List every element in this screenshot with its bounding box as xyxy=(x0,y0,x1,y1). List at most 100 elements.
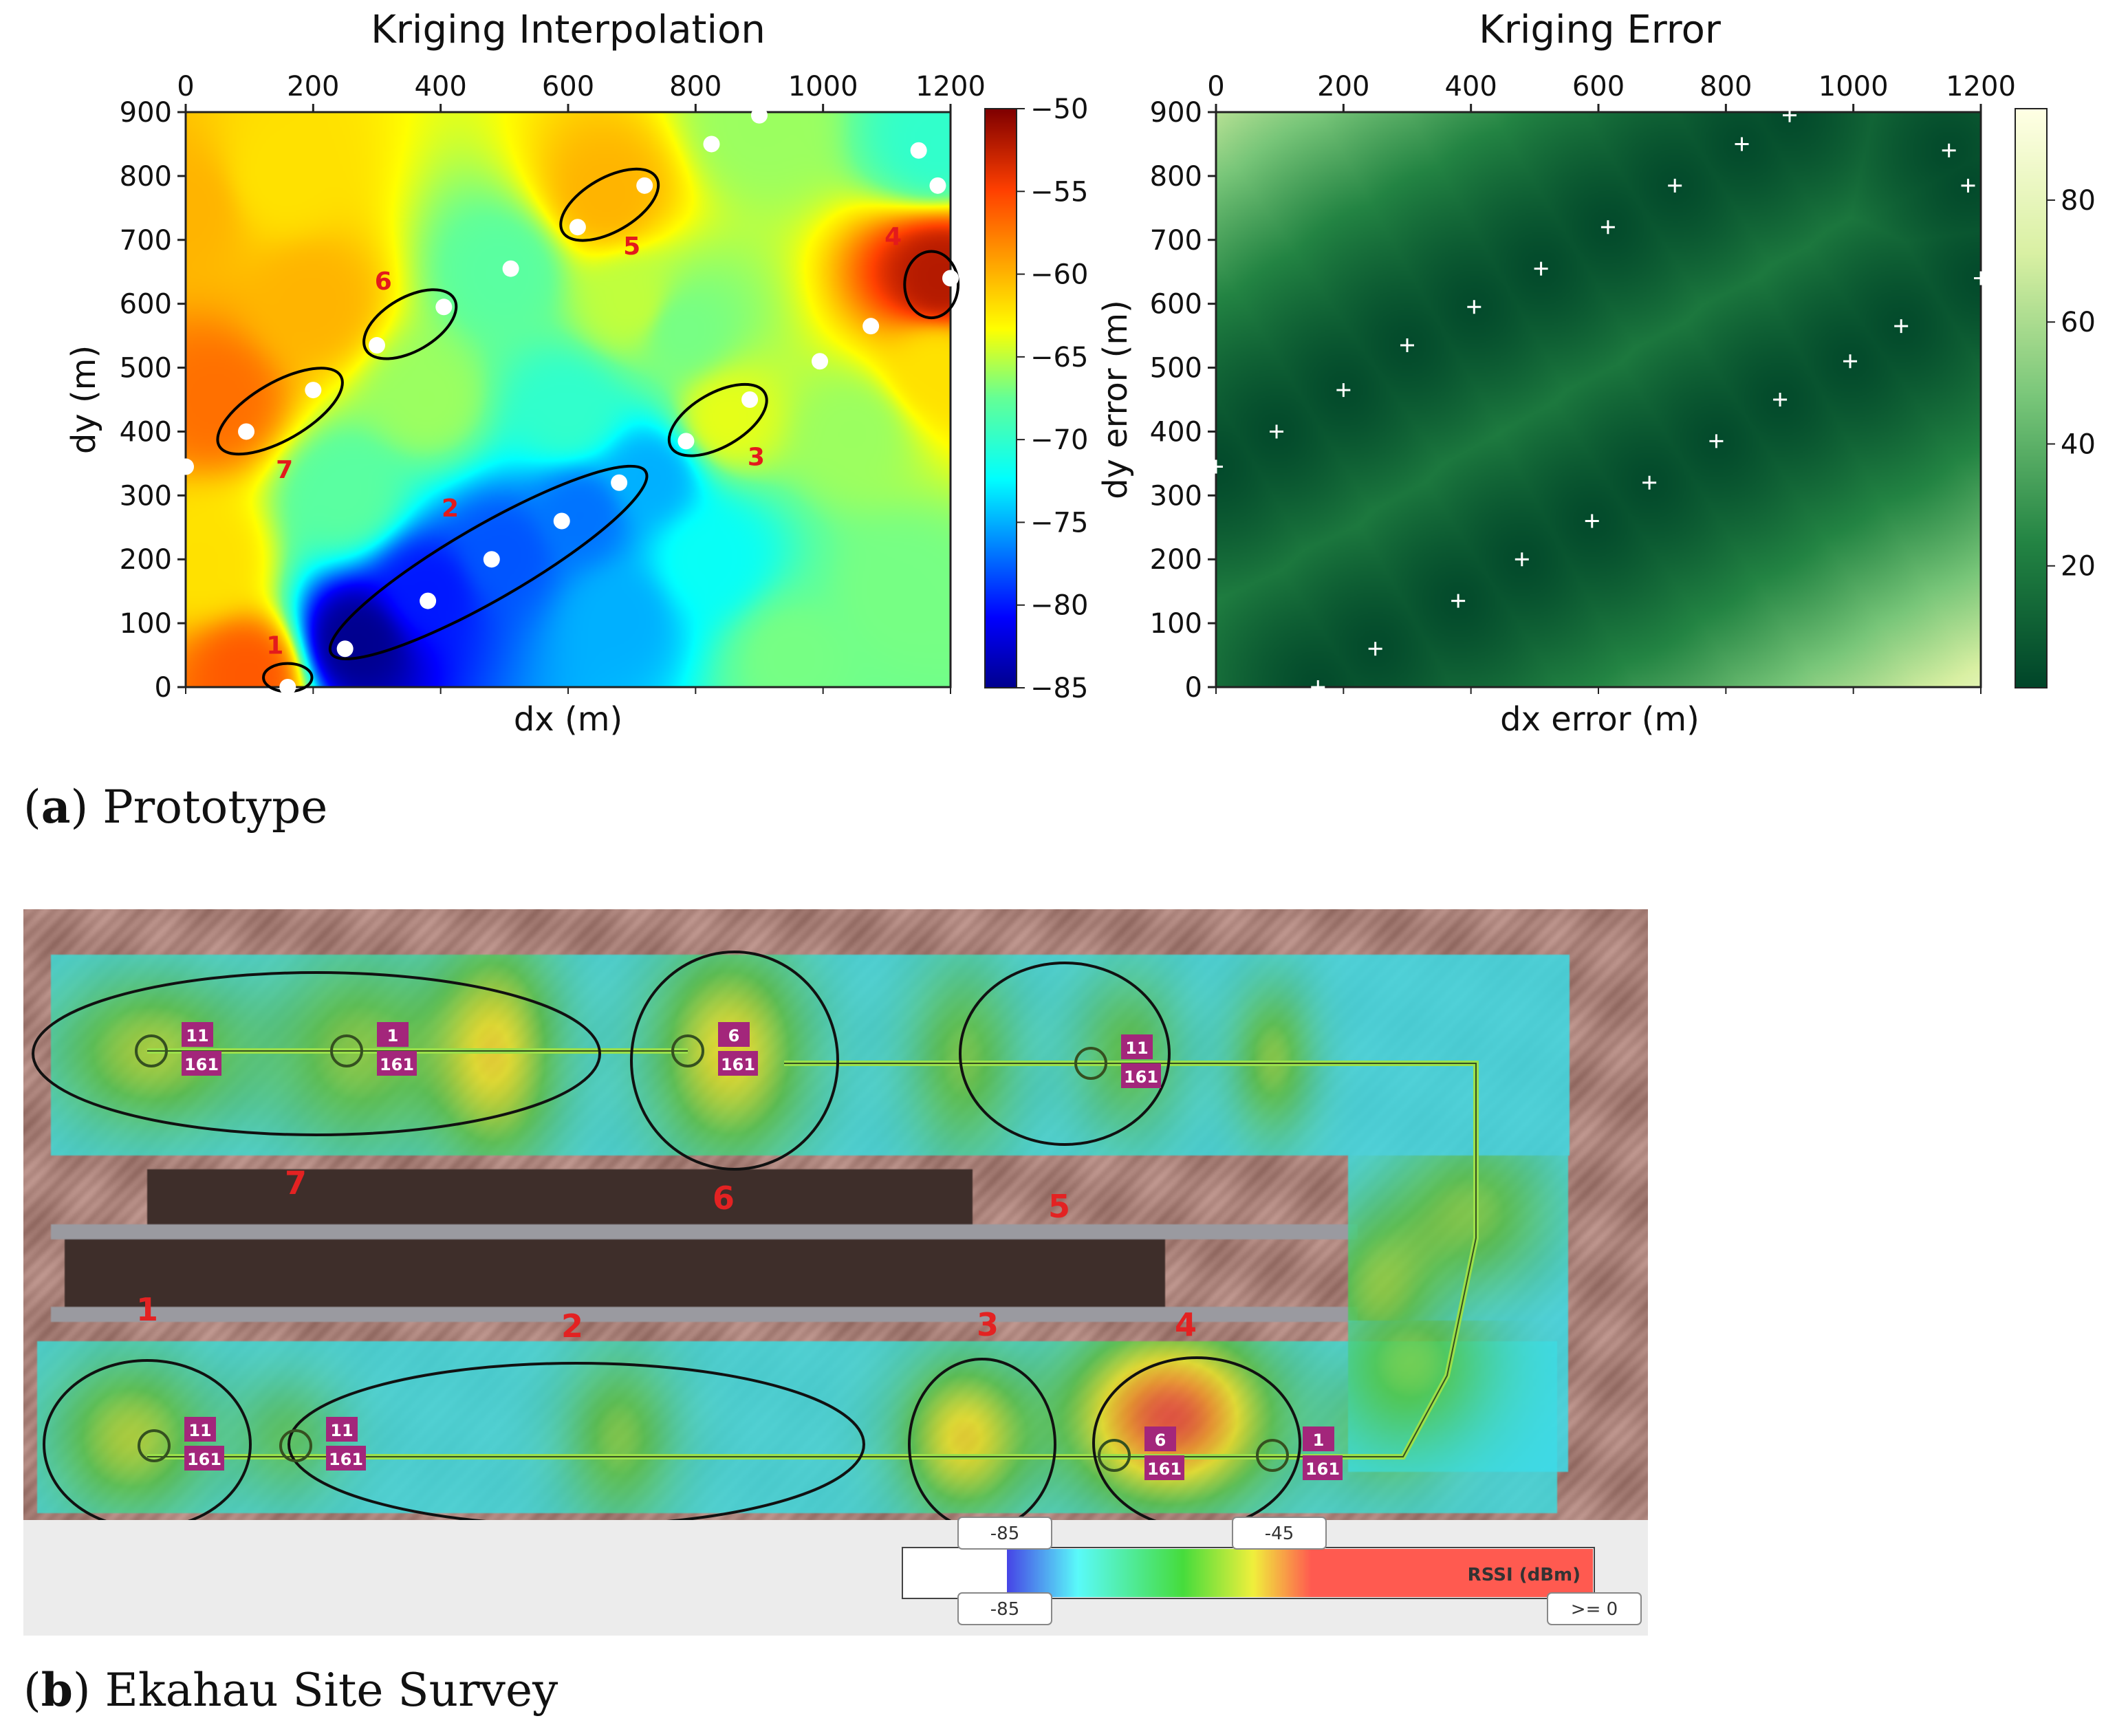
data-cross xyxy=(1974,271,1988,285)
x-tick-label: 1000 xyxy=(788,71,858,102)
colorbar-tick-label: −70 xyxy=(1030,424,1088,456)
data-cross xyxy=(1942,143,1956,158)
ap-marker[interactable] xyxy=(330,1034,363,1067)
ap-marker[interactable] xyxy=(279,1429,312,1462)
cluster-ellipse-4 xyxy=(903,250,960,320)
data-cross xyxy=(1600,220,1615,235)
colorbar-tick-label: −65 xyxy=(1030,342,1088,373)
colorbar-tick-label: 80 xyxy=(2061,185,2096,217)
ap-marker[interactable] xyxy=(138,1429,171,1462)
slider-top-right[interactable]: -45 xyxy=(1232,1517,1327,1550)
data-cross xyxy=(1585,514,1599,528)
ap-channel: 161 xyxy=(184,1055,219,1074)
y-tick-label: 500 xyxy=(1150,353,1202,384)
data-point xyxy=(812,353,829,370)
caption-paren: ) xyxy=(71,781,89,834)
colorbar-ticks: −85 −80 −75 −70 −65 −60 −55 −50 xyxy=(1017,94,1088,704)
x-tick-label: 600 xyxy=(542,71,594,102)
data-point xyxy=(677,433,695,450)
data-cross xyxy=(1534,261,1548,276)
zone-label: 4 xyxy=(1175,1306,1197,1343)
data-cross xyxy=(1783,108,1796,122)
data-cross xyxy=(1400,338,1414,353)
data-point xyxy=(502,260,519,277)
data-cross xyxy=(1467,300,1481,314)
colorbar-error xyxy=(2015,109,2047,688)
colorbar-tick-label: 40 xyxy=(2061,428,2096,460)
data-cross xyxy=(1668,178,1682,193)
zone-label: 2 xyxy=(561,1308,583,1345)
axis-ticks: 0 200 400 600 800 1000 1200 0 100 200 300 400 500 600… xyxy=(120,71,986,704)
y-tick-label: 0 xyxy=(155,672,172,704)
slider-bottom-left[interactable]: -85 xyxy=(957,1592,1052,1625)
ap-channel: 11 xyxy=(188,1421,211,1440)
data-point xyxy=(238,423,255,440)
cluster-ellipses: 1 2 3 4 5 6 7 xyxy=(216,167,960,693)
x-tick-label: 0 xyxy=(177,71,194,102)
y-tick-label: 600 xyxy=(1150,289,1202,321)
x-tick-label: 200 xyxy=(287,71,339,102)
ap-tag xyxy=(1303,1455,1343,1480)
slider-value: -85 xyxy=(990,1523,1019,1544)
y-tick-label: 200 xyxy=(120,544,172,576)
ap-channel: 161 xyxy=(187,1450,221,1469)
zone-ellipse-5 xyxy=(959,962,1171,1146)
ap-channel: 161 xyxy=(721,1055,755,1074)
interpolation-heatmap xyxy=(186,112,951,687)
data-point xyxy=(369,337,385,354)
y-tick-label: 700 xyxy=(120,225,172,257)
x-tick-label: 600 xyxy=(1572,71,1625,102)
ap-tag xyxy=(1121,1063,1161,1088)
zone-ellipse-6 xyxy=(630,951,839,1171)
y-tick-label: 500 xyxy=(120,353,172,384)
y-axis-label: dy error (m) xyxy=(1096,300,1135,499)
colorbar-frame xyxy=(2015,108,2048,688)
cluster-label: 5 xyxy=(623,232,640,261)
ap-marker[interactable] xyxy=(1256,1439,1289,1472)
survey-path-outline xyxy=(147,1050,1477,1457)
ap-tag xyxy=(326,1446,366,1471)
ap-marker[interactable] xyxy=(135,1034,168,1067)
y-tick-label: 200 xyxy=(1150,544,1202,576)
slider-bottom-right[interactable]: >= 0 xyxy=(1547,1592,1642,1625)
ap-marker[interactable] xyxy=(1098,1439,1131,1472)
cluster-label: 6 xyxy=(375,268,392,296)
data-point xyxy=(862,318,880,335)
data-point xyxy=(553,512,570,530)
error-heatmap xyxy=(1216,112,1981,687)
y-tick-label: 800 xyxy=(1150,161,1202,193)
ap-marker[interactable] xyxy=(671,1034,704,1067)
data-point xyxy=(741,391,759,408)
ap-channel: 1 xyxy=(387,1026,399,1045)
data-cross xyxy=(1270,424,1284,439)
cluster-label: 1 xyxy=(266,632,283,660)
colorbar-interp xyxy=(985,109,1017,688)
ap-channel: 161 xyxy=(329,1450,363,1469)
y-tick-label: 300 xyxy=(120,480,172,512)
slider-top-left[interactable]: -85 xyxy=(957,1517,1052,1550)
data-point xyxy=(929,177,946,194)
y-axis-label: dy (m) xyxy=(65,345,103,454)
data-cross xyxy=(1843,354,1858,369)
zone-label: 5 xyxy=(1048,1188,1070,1225)
cluster-label: 3 xyxy=(748,444,765,472)
data-point xyxy=(279,679,296,695)
axis-ticks: 0 200 400 600 800 1000 1200 0 100 200 300 400 500 600… xyxy=(1150,71,2016,704)
data-point xyxy=(420,592,437,609)
y-tick-label: 0 xyxy=(1185,672,1202,704)
ap-tag xyxy=(718,1051,758,1076)
caption-letter: a xyxy=(41,780,71,834)
ap-channel: 11 xyxy=(186,1026,208,1045)
y-tick-label: 300 xyxy=(1150,480,1202,512)
ap-tag xyxy=(1144,1426,1176,1451)
data-cross xyxy=(1709,434,1724,448)
measurement-crosses xyxy=(1209,108,1988,694)
data-point xyxy=(305,382,322,399)
data-point xyxy=(336,640,354,658)
ap-tag xyxy=(182,1022,213,1047)
ap-marker[interactable] xyxy=(1074,1047,1107,1080)
x-axis-label: dx error (m) xyxy=(1500,700,1700,739)
y-tick-label: 400 xyxy=(1150,416,1202,448)
data-point xyxy=(751,107,768,124)
